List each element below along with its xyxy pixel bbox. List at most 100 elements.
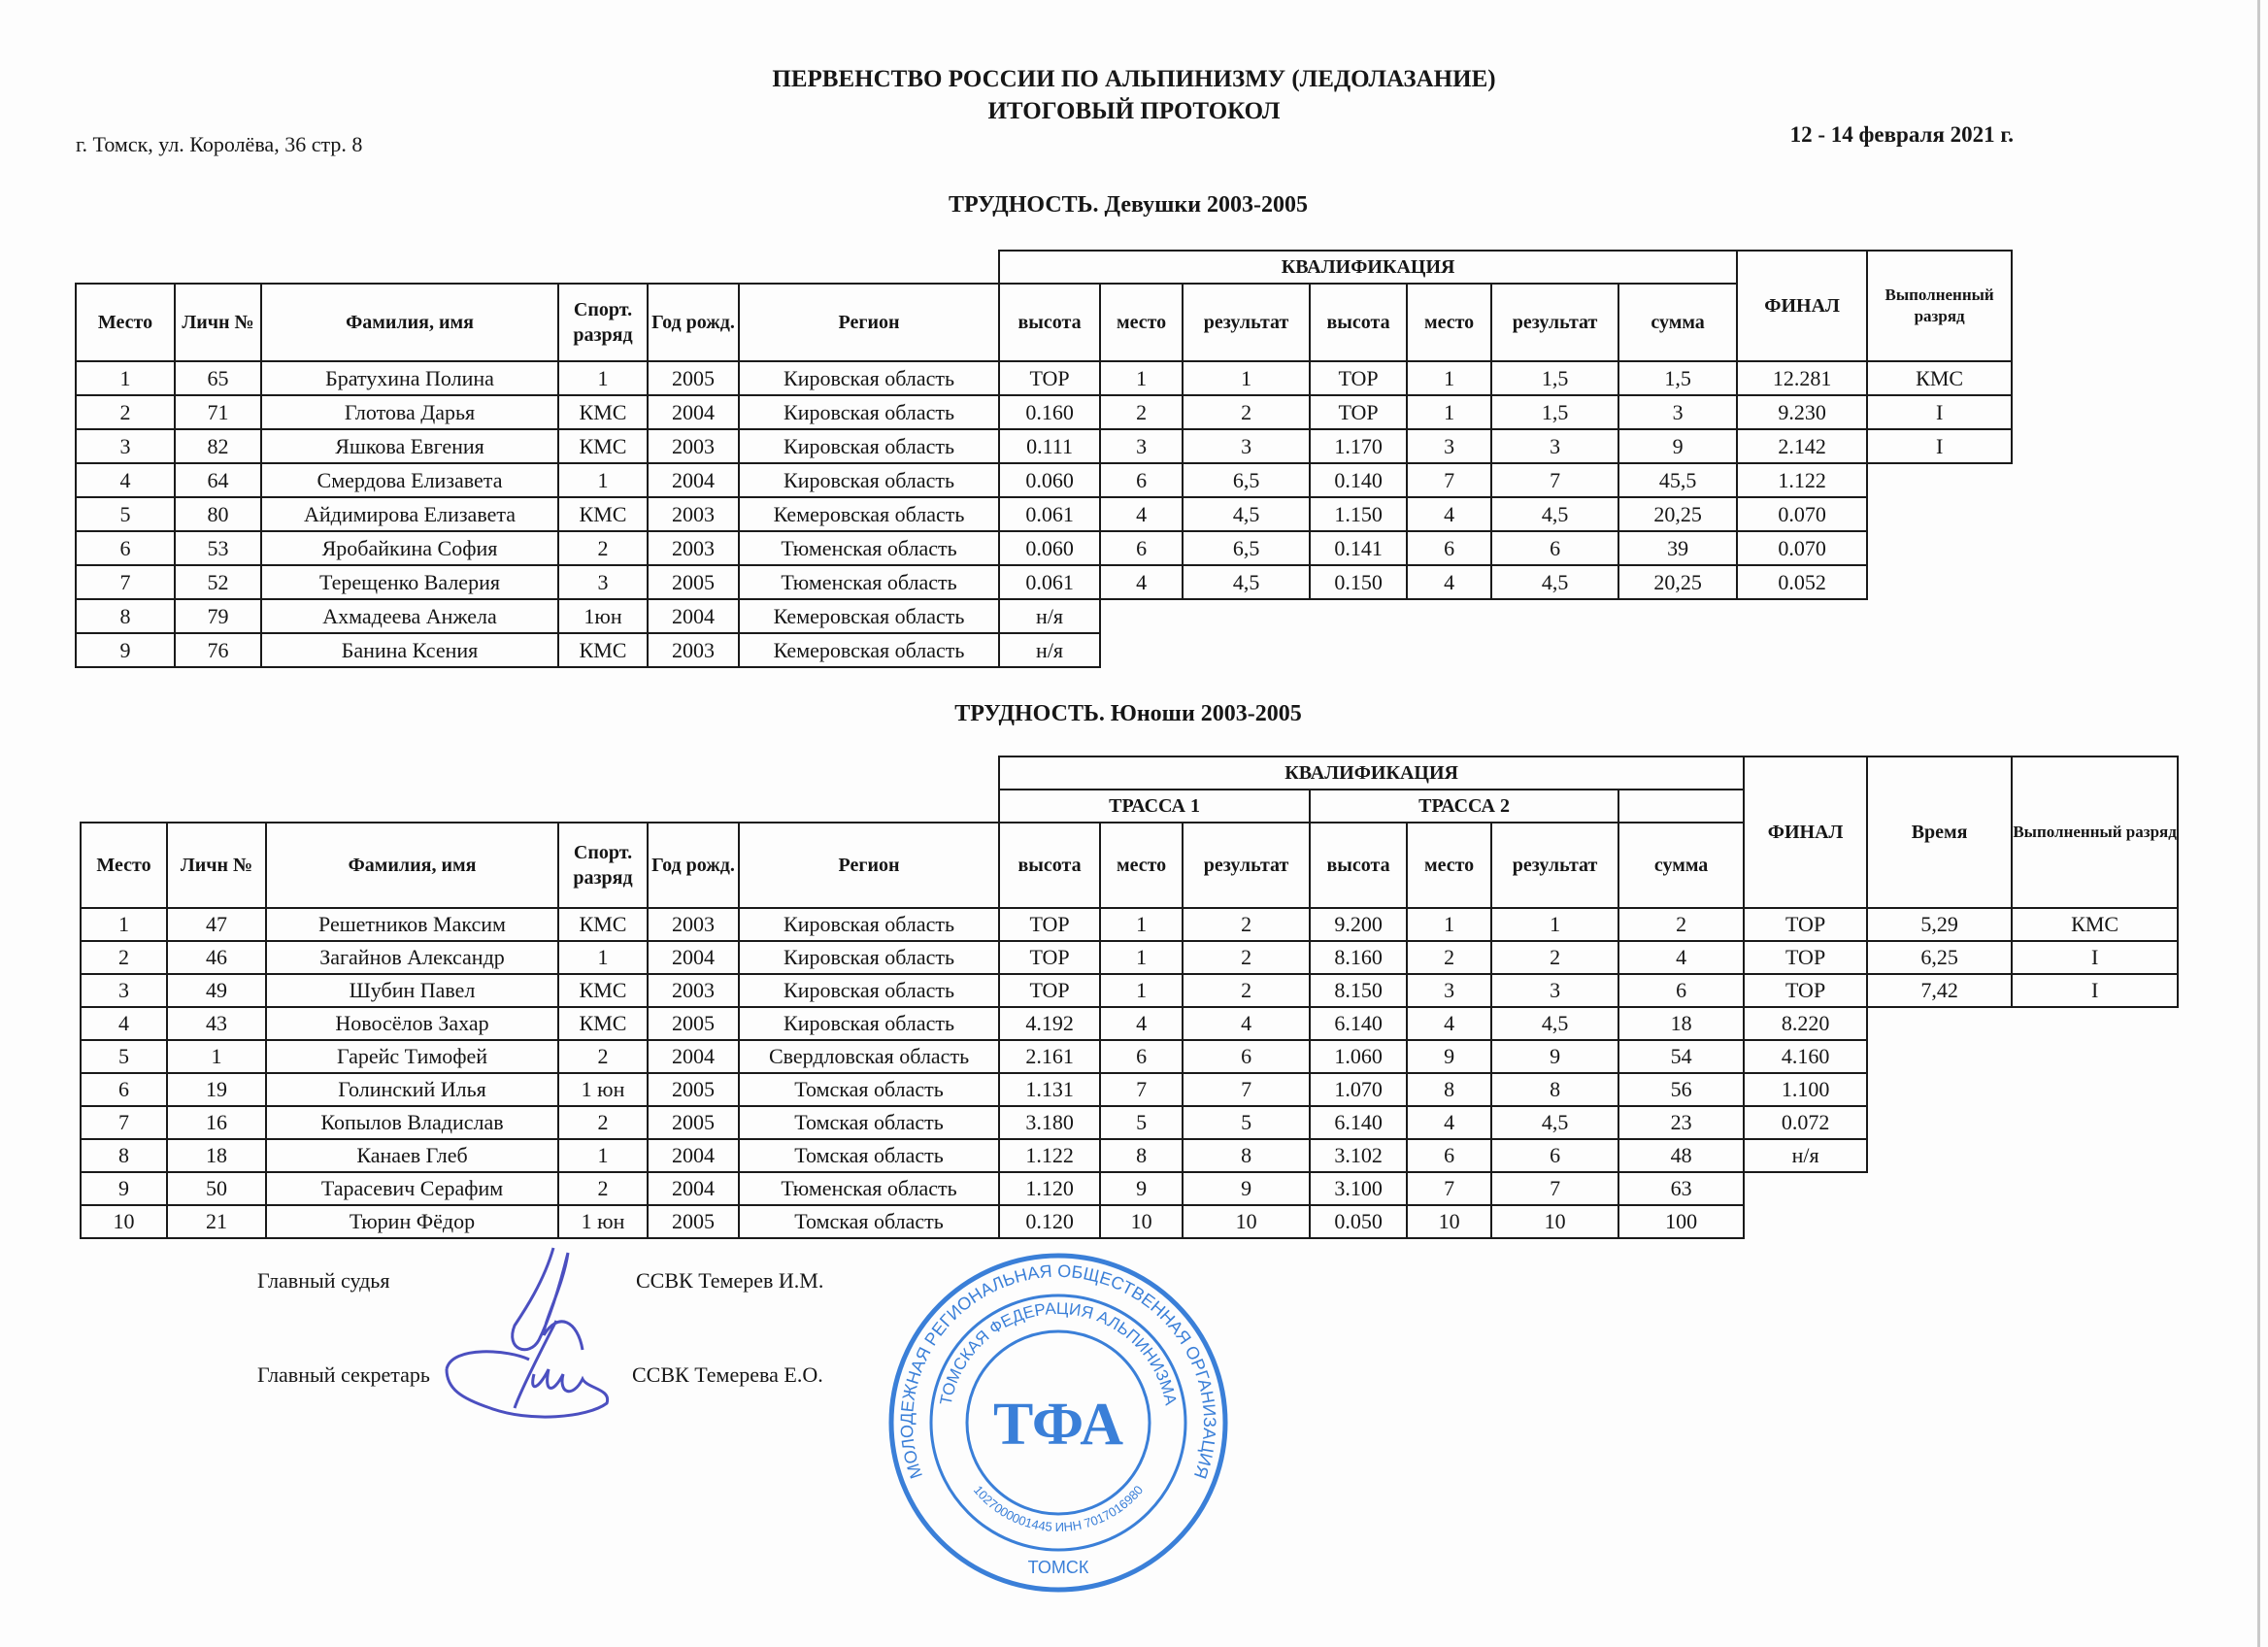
cell-rank: 1 xyxy=(557,1138,649,1173)
cell-place: 3 xyxy=(80,973,168,1008)
cell-height2: 6.140 xyxy=(1309,1105,1409,1140)
cell-number: 64 xyxy=(174,462,262,498)
cell-height1: н/я xyxy=(998,632,1102,668)
cell-result2: 4,5 xyxy=(1490,496,1620,532)
table-row: 1 65 Братухина Полина 1 2005 Кировская област… xyxy=(75,360,2014,396)
cell-region: Кировская область xyxy=(737,360,1001,396)
cell-height2: 0.141 xyxy=(1309,530,1409,566)
cell-region: Томская область xyxy=(737,1072,1001,1107)
cell-sum: 54 xyxy=(1618,1039,1746,1074)
cell-place1: 2 xyxy=(1099,394,1184,430)
cell-place1: 7 xyxy=(1099,1072,1184,1107)
cell-name: Айдимирова Елизавета xyxy=(260,496,559,532)
cell-year: 2005 xyxy=(647,1105,740,1140)
cell-final: 1.122 xyxy=(1736,462,1869,498)
cell-place2: 4 xyxy=(1406,496,1493,532)
cell-place: 2 xyxy=(75,394,176,430)
cell-name: Ахмадеева Анжела xyxy=(260,598,559,634)
cell-height2: 1.060 xyxy=(1309,1039,1409,1074)
cell-name: Решетников Максим xyxy=(265,907,559,942)
table-row: 2 71 Глотова Дарья КМС 2004 Кировская область… xyxy=(75,394,2014,430)
cell-year: 2005 xyxy=(647,360,740,396)
cell-number: 19 xyxy=(166,1072,267,1107)
cell-year: 2005 xyxy=(647,564,740,600)
table-row: 3 49 Шубин Павел КМС 2003 Кировская область TO… xyxy=(80,973,2180,1008)
cell-year: 2004 xyxy=(647,1138,740,1173)
cell-number: 79 xyxy=(174,598,262,634)
cell-sum: 18 xyxy=(1618,1006,1746,1041)
cell-result2: 1 xyxy=(1490,907,1620,942)
cell-rank: КМС xyxy=(557,394,649,430)
cell-place2: 10 xyxy=(1406,1204,1493,1239)
cell-number: 21 xyxy=(166,1204,267,1239)
cell-final: 8.220 xyxy=(1743,1006,1869,1041)
header-rank: Спорт. разряд xyxy=(557,283,649,362)
cell-extra1: I xyxy=(1866,394,2014,430)
cell-place: 3 xyxy=(75,428,176,464)
header-grade: Выполненный разряд xyxy=(1866,250,2014,362)
table-row: 4 64 Смердова Елизавета 1 2004 Кировская обла… xyxy=(75,462,2012,498)
cell-region: Кировская область xyxy=(737,907,1001,942)
cell-rank: 1 юн xyxy=(557,1204,649,1239)
header-final: ФИНАЛ xyxy=(1736,250,1869,362)
cell-result1: 5 xyxy=(1182,1105,1312,1140)
cell-rank: 1 xyxy=(557,462,649,498)
cell-rank: КМС xyxy=(557,428,649,464)
cell-region: Кемеровская область xyxy=(737,598,1001,634)
header-number: Личн № xyxy=(166,822,267,909)
cell-result2: 3 xyxy=(1490,973,1620,1008)
header-spacer xyxy=(81,756,999,790)
cell-extra1: 7,42 xyxy=(1866,973,2014,1008)
cell-name: Копылов Владислав xyxy=(265,1105,559,1140)
cell-height2: 3.100 xyxy=(1309,1171,1409,1206)
cell-result2: 4,5 xyxy=(1490,1105,1620,1140)
cell-sum: 48 xyxy=(1618,1138,1746,1173)
organization-stamp: МОЛОДЕЖНАЯ РЕГИОНАЛЬНАЯ ОБЩЕСТВЕННАЯ ОРГ… xyxy=(888,1253,1228,1593)
cell-sum: 39 xyxy=(1618,530,1739,566)
cell-year: 2004 xyxy=(647,1171,740,1206)
cell-height1: 0.060 xyxy=(998,462,1102,498)
cell-height2: 1.170 xyxy=(1309,428,1409,464)
header-name: Фамилия, имя xyxy=(265,822,559,909)
cell-name: Канаев Глеб xyxy=(265,1138,559,1173)
cell-name: Яшкова Евгения xyxy=(260,428,559,464)
cell-place2: 8 xyxy=(1406,1072,1493,1107)
cell-region: Кемеровская область xyxy=(737,496,1001,532)
stamp-logo: ТФА xyxy=(993,1392,1123,1458)
cell-extra2: КМС xyxy=(2011,907,2180,942)
cell-height1: 0.060 xyxy=(998,530,1102,566)
cell-place2: 4 xyxy=(1406,1006,1493,1041)
cell-place: 1 xyxy=(80,907,168,942)
cell-height2: 0.050 xyxy=(1309,1204,1409,1239)
header-number: Личн № xyxy=(174,283,262,362)
table-row: 10 21 Тюрин Фёдор 1 юн 2005 Томская область 0.… xyxy=(80,1204,2178,1239)
cell-place: 2 xyxy=(80,940,168,975)
cell-year: 2004 xyxy=(647,1039,740,1074)
cell-place1: 1 xyxy=(1099,907,1184,942)
cell-result2: 9 xyxy=(1490,1039,1620,1074)
cell-height1: TOP xyxy=(998,360,1102,396)
cell-year: 2004 xyxy=(647,394,740,430)
cell-place2: 1 xyxy=(1406,394,1493,430)
cell-height2: TOP xyxy=(1309,394,1409,430)
table-row: 6 19 Голинский Илья 1 юн 2005 Томская область… xyxy=(80,1072,2178,1107)
table-row: 8 18 Канаев Глеб 1 2004 Томская область 1.122 8… xyxy=(80,1138,2178,1173)
cell-name: Яробайкина София xyxy=(260,530,559,566)
cell-result1: 6 xyxy=(1182,1039,1312,1074)
cell-place2: 6 xyxy=(1406,530,1493,566)
event-dates: 12 - 14 февраля 2021 г. xyxy=(1789,122,2014,147)
cell-height1: TOP xyxy=(998,940,1102,975)
cell-height1: 4.192 xyxy=(998,1006,1102,1041)
cell-name: Смердова Елизавета xyxy=(260,462,559,498)
cell-year: 2005 xyxy=(647,1204,740,1239)
cell-place1: 6 xyxy=(1099,530,1184,566)
cell-region: Кировская область xyxy=(737,462,1001,498)
cell-height2: 8.150 xyxy=(1309,973,1409,1008)
cell-place2: 7 xyxy=(1406,462,1493,498)
table-row: 5 80 Айдимирова Елизавета КМС 2003 Кемеровска… xyxy=(75,496,2012,532)
cell-sum: 63 xyxy=(1618,1171,1746,1206)
table-row: 9 76 Банина Ксения КМС 2003 Кемеровская облас… xyxy=(75,632,2012,668)
cell-result1: 8 xyxy=(1182,1138,1312,1173)
table-row: 1 47 Решетников Максим КМС 2003 Кировская обл… xyxy=(80,907,2180,942)
header-route1: ТРАССА 1 xyxy=(998,789,1312,824)
